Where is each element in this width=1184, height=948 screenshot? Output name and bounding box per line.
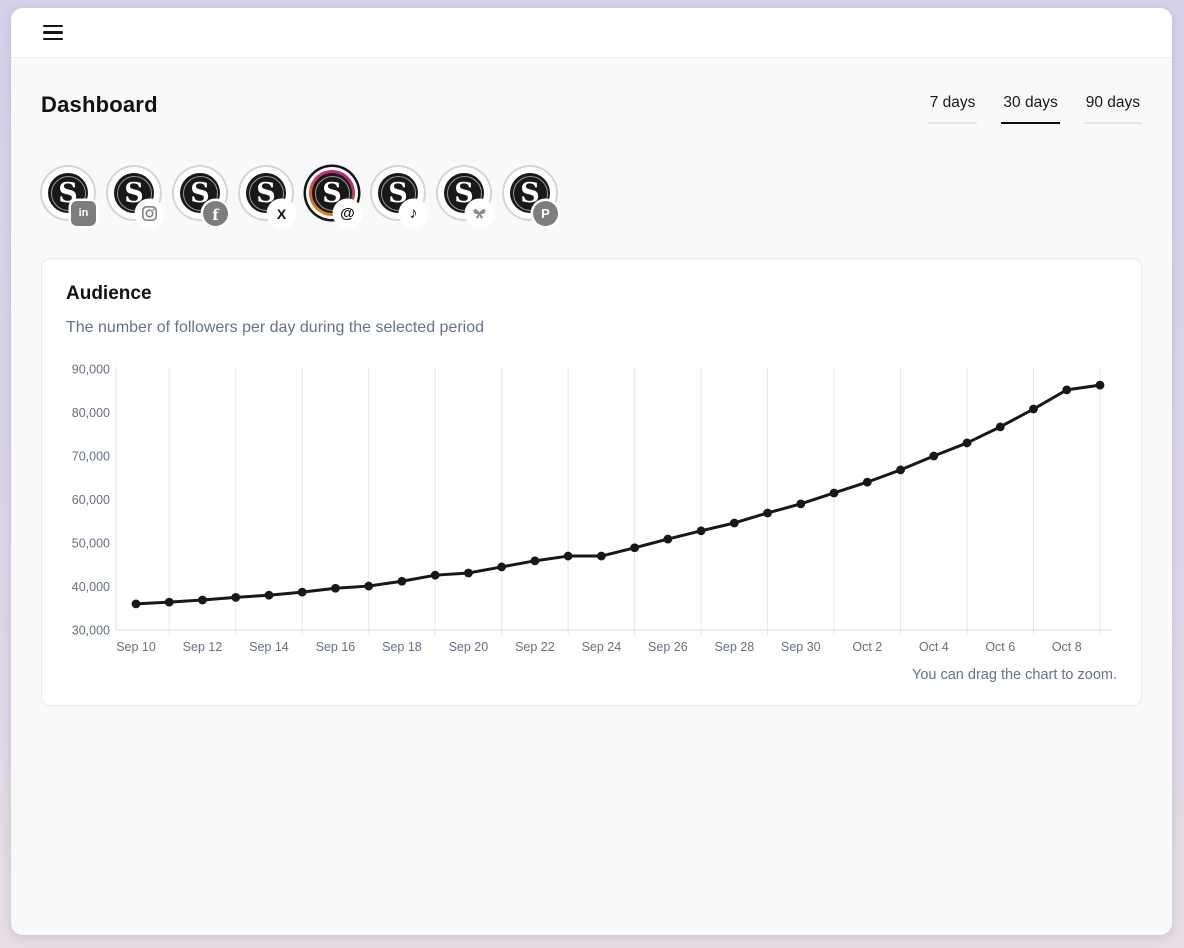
period-tabs: 7 days 30 days 90 days <box>927 94 1142 124</box>
svg-text:Oct 8: Oct 8 <box>1052 640 1082 654</box>
audience-chart[interactable]: 30,000 40,000 50,000 60,000 70,000 80,000 90,0… <box>66 359 1117 661</box>
line-chart-svg: 30,000 40,000 50,000 60,000 70,000 80,000 90,0… <box>72 363 1112 654</box>
selected-ring: S <box>375 170 421 216</box>
svg-text:Sep 22: Sep 22 <box>515 640 555 654</box>
selected-ring: S <box>309 170 355 216</box>
svg-text:Sep 20: Sep 20 <box>449 640 489 654</box>
svg-text:Sep 28: Sep 28 <box>715 640 755 654</box>
svg-text:Oct 6: Oct 6 <box>985 640 1015 654</box>
bluesky-icon <box>467 201 492 226</box>
instagram-icon <box>137 201 162 226</box>
svg-text:60,000: 60,000 <box>72 493 110 507</box>
tiktok-icon: ♪ <box>401 201 426 226</box>
tab-90-days[interactable]: 90 days <box>1083 94 1142 124</box>
card-subtitle: The number of followers per day during t… <box>66 319 485 336</box>
svg-text:Sep 14: Sep 14 <box>249 640 289 654</box>
account-threads[interactable]: S @ <box>305 164 360 226</box>
avatar: S <box>240 167 292 219</box>
chart-hint: You can drag the chart to zoom. <box>911 667 1117 683</box>
svg-text:Sep 10: Sep 10 <box>116 640 156 654</box>
brand-logo: S <box>246 173 286 213</box>
linkedin-icon: in <box>71 201 96 226</box>
hamburger-icon <box>43 24 63 28</box>
svg-text:Oct 4: Oct 4 <box>919 640 949 654</box>
svg-text:50,000: 50,000 <box>72 537 110 551</box>
account-bluesky[interactable]: S <box>437 164 492 226</box>
svg-text:Sep 24: Sep 24 <box>582 640 622 654</box>
svg-text:Sep 12: Sep 12 <box>183 640 223 654</box>
avatar: S <box>306 167 358 219</box>
account-tiktok[interactable]: S ♪ <box>371 164 426 226</box>
threads-icon: @ <box>335 201 360 226</box>
svg-text:Sep 16: Sep 16 <box>316 640 356 654</box>
facebook-icon: f <box>203 201 228 226</box>
avatar: S <box>174 167 226 219</box>
svg-text:Sep 26: Sep 26 <box>648 640 688 654</box>
tab-30-days[interactable]: 30 days <box>1001 94 1060 124</box>
top-bar <box>11 8 1172 58</box>
x-icon: X <box>269 201 294 226</box>
avatar: S <box>108 167 160 219</box>
svg-text:Sep 18: Sep 18 <box>382 640 422 654</box>
header-row: Dashboard 7 days 30 days 90 days <box>41 92 1142 124</box>
svg-text:70,000: 70,000 <box>72 450 110 464</box>
svg-text:80,000: 80,000 <box>72 406 110 420</box>
tab-7-days[interactable]: 7 days <box>927 94 978 124</box>
audience-card: Audience The number of followers per day… <box>41 258 1142 706</box>
svg-text:Oct 2: Oct 2 <box>852 640 882 654</box>
svg-text:90,000: 90,000 <box>72 363 110 377</box>
page-title: Dashboard <box>41 92 158 117</box>
svg-text:30,000: 30,000 <box>72 624 110 638</box>
svg-text:Sep 30: Sep 30 <box>781 640 821 654</box>
menu-button[interactable] <box>43 21 63 45</box>
brand-logo: S <box>378 173 418 213</box>
account-instagram[interactable]: S <box>107 164 162 226</box>
avatar: S <box>42 167 94 219</box>
selected-ring: S <box>243 170 289 216</box>
pinterest-icon: P <box>533 201 558 226</box>
svg-text:40,000: 40,000 <box>72 580 110 594</box>
card-title: Audience <box>66 283 152 304</box>
brand-logo: S <box>312 173 352 213</box>
